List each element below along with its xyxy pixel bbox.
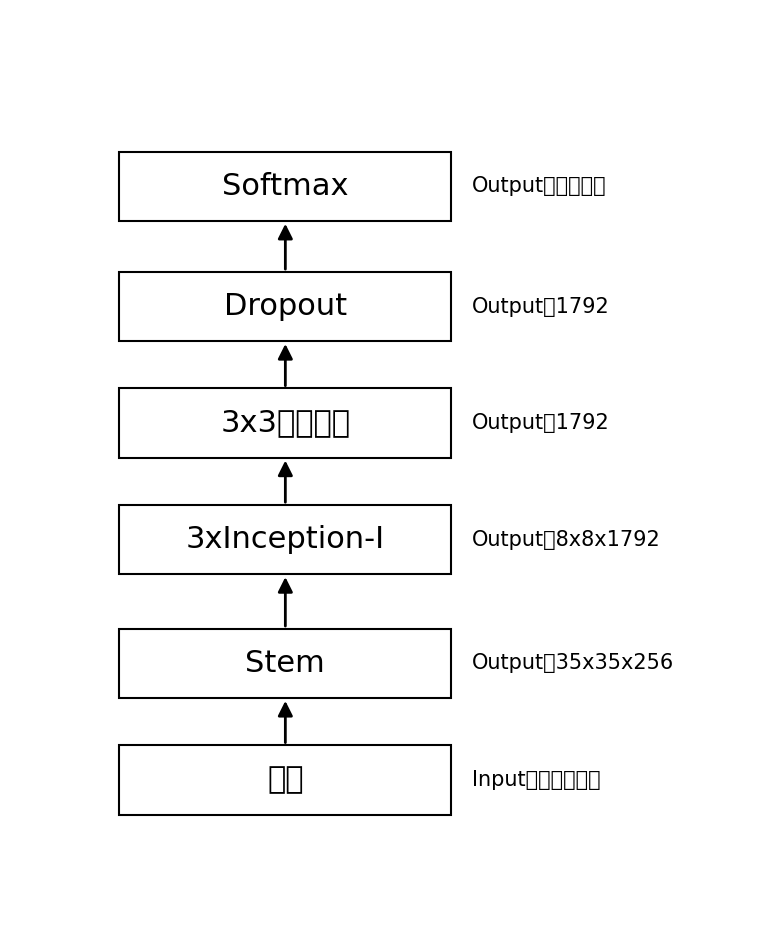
- Text: Output：1792: Output：1792: [472, 413, 610, 433]
- Text: Output：病害类型: Output：病害类型: [472, 176, 607, 197]
- Bar: [119, 151, 451, 221]
- Bar: [119, 272, 451, 342]
- Text: Softmax: Softmax: [222, 172, 349, 201]
- Text: Stem: Stem: [246, 649, 325, 678]
- Text: 3x3平均池化: 3x3平均池化: [220, 409, 350, 438]
- Text: 3xInception-I: 3xInception-I: [186, 525, 385, 554]
- Text: Output：35x35x256: Output：35x35x256: [472, 654, 675, 674]
- Bar: [119, 389, 451, 458]
- Text: Output：8x8x1792: Output：8x8x1792: [472, 530, 661, 550]
- Bar: [119, 745, 451, 815]
- Text: 输入: 输入: [267, 765, 304, 795]
- Bar: [119, 629, 451, 698]
- Bar: [119, 505, 451, 574]
- Text: Input：预处理图片: Input：预处理图片: [472, 770, 601, 790]
- Text: Output：1792: Output：1792: [472, 296, 610, 317]
- Text: Dropout: Dropout: [224, 292, 347, 321]
